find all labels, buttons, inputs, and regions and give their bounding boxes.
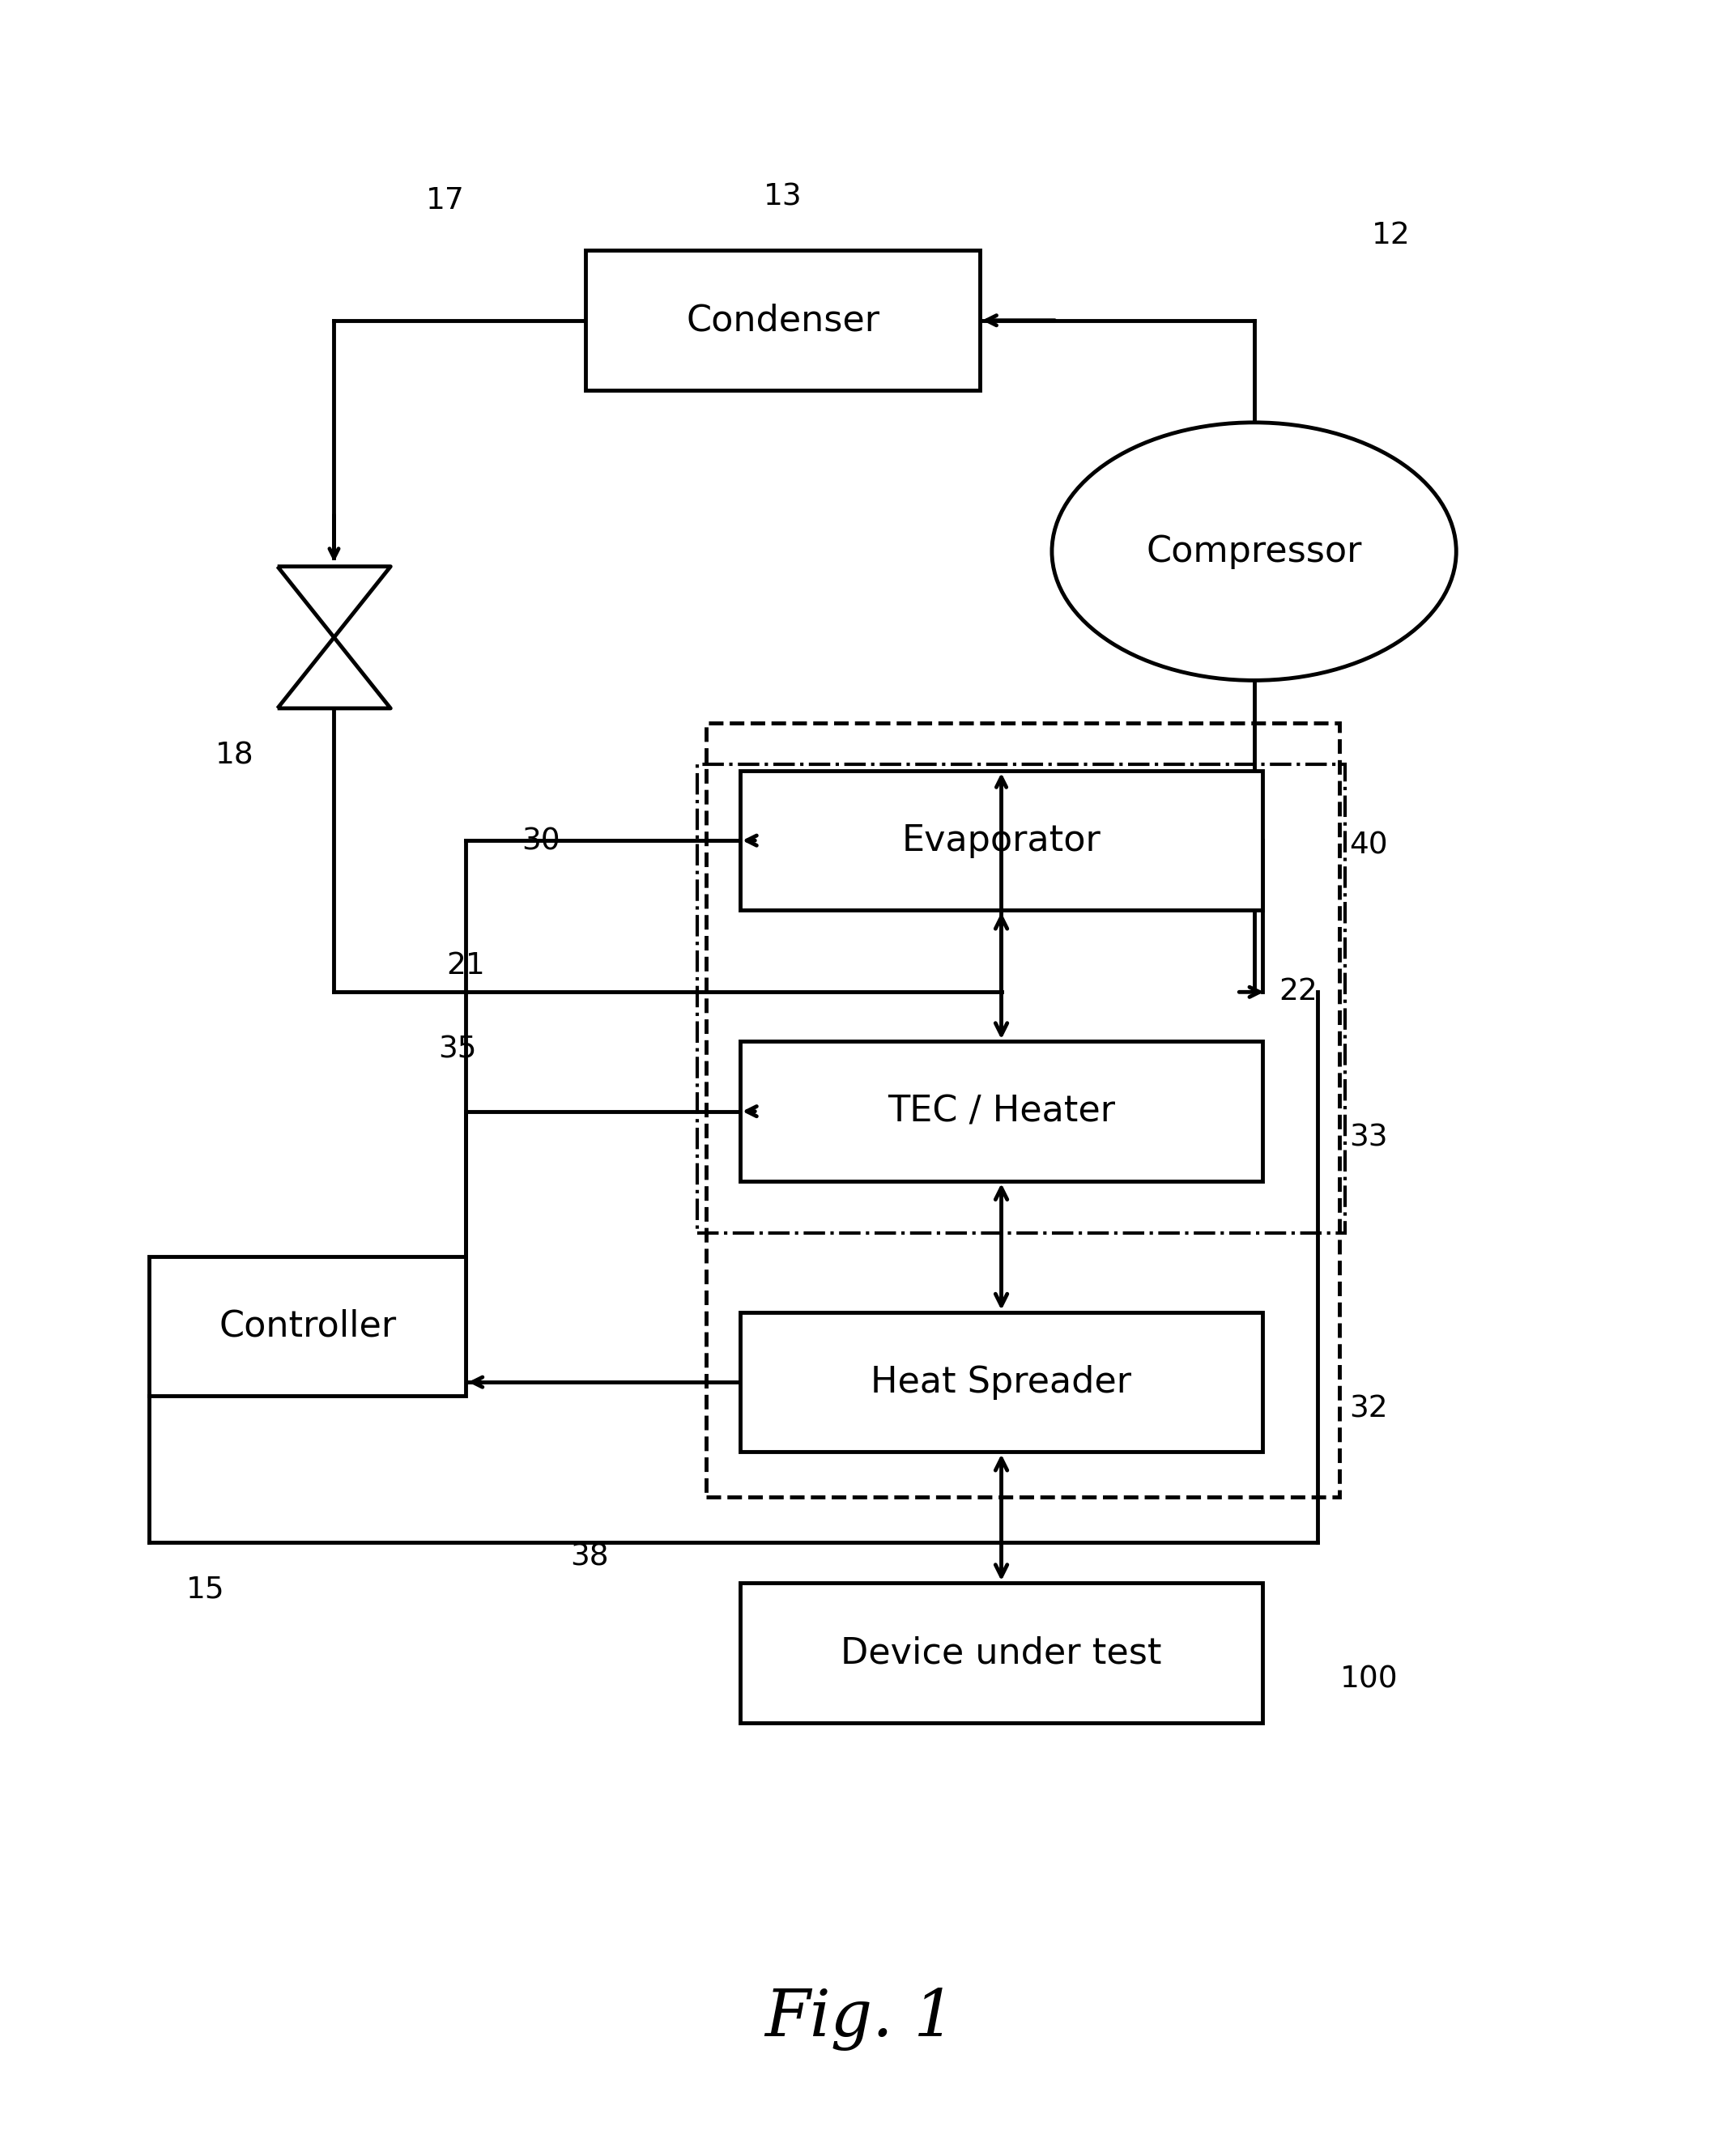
Text: 12: 12 [1373, 220, 1410, 250]
Text: 38: 38 [569, 1544, 609, 1572]
Bar [697, 763, 1345, 1233]
Text: 32: 32 [1350, 1395, 1388, 1423]
Text: Heat Spreader: Heat Spreader [870, 1365, 1132, 1399]
Bar [587, 250, 980, 390]
Text: 35: 35 [439, 1035, 476, 1065]
Text: 22: 22 [1280, 977, 1318, 1007]
Text: 21: 21 [447, 951, 485, 981]
Bar [740, 1583, 1262, 1723]
Bar [740, 770, 1262, 910]
Text: TEC / Heater: TEC / Heater [888, 1093, 1115, 1130]
Text: Condenser: Condenser [686, 304, 879, 338]
Ellipse shape [1053, 423, 1457, 681]
Text: Fig. 1: Fig. 1 [765, 1988, 955, 2050]
Bar [740, 1313, 1262, 1451]
Text: 15: 15 [186, 1574, 225, 1604]
Text: 33: 33 [1350, 1123, 1388, 1153]
Text: 40: 40 [1350, 832, 1388, 860]
Text: Evaporator: Evaporator [901, 824, 1101, 858]
Text: 17: 17 [427, 188, 464, 216]
Text: Controller: Controller [218, 1309, 396, 1343]
Text: 30: 30 [523, 828, 561, 856]
Text: Compressor: Compressor [1146, 535, 1362, 569]
Text: Device under test: Device under test [841, 1636, 1163, 1671]
Text: 18: 18 [215, 742, 255, 770]
Bar [150, 1257, 466, 1397]
Text: 13: 13 [764, 183, 802, 211]
Bar [705, 724, 1340, 1496]
Text: 100: 100 [1340, 1664, 1398, 1695]
Bar [740, 1041, 1262, 1181]
